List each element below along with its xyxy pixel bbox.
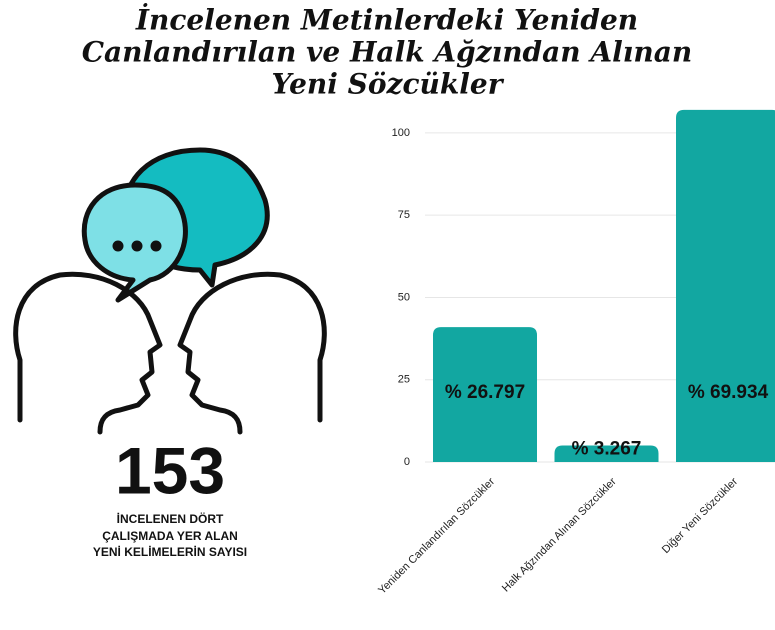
stat-value: 153 [115, 433, 225, 507]
x-tick-label: Diğer Yeni Sözcükler [660, 475, 740, 555]
chart-title: İncelenen Metinlerdeki Yeniden [135, 3, 638, 37]
bar-annotation: % 3.267 [572, 439, 642, 460]
stat-label: ÇALIŞMADA YER ALAN [102, 529, 238, 543]
y-tick-label: 100 [392, 127, 410, 139]
y-tick-label: 50 [398, 291, 410, 303]
chart-title: Yeni Sözcükler [272, 68, 505, 101]
x-tick-label: Halk Ağzından Alınan Sözcükler [500, 475, 619, 594]
y-tick-label: 75 [398, 209, 410, 221]
chart-title: Canlandırılan ve Halk Ağzından Alınan [82, 36, 693, 69]
page: 153 İNCELENEN DÖRT ÇALIŞMADA YER ALAN YE… [0, 0, 775, 630]
illustration [16, 150, 325, 432]
stat-label: YENİ KELİMELERİN SAYISI [93, 544, 247, 559]
y-tick-label: 0 [404, 456, 410, 468]
bar-annotation: % 69.934 [688, 382, 769, 403]
stat-label: İNCELENEN DÖRT [117, 511, 224, 526]
y-tick-label: 25 [398, 374, 410, 386]
bar-annotation: % 26.797 [445, 382, 525, 403]
bar [676, 110, 775, 462]
chart: 153 İNCELENEN DÖRT ÇALIŞMADA YER ALAN YE… [0, 0, 775, 630]
x-tick-label: Yeniden Canlandırılan Sözcükler [376, 475, 497, 596]
